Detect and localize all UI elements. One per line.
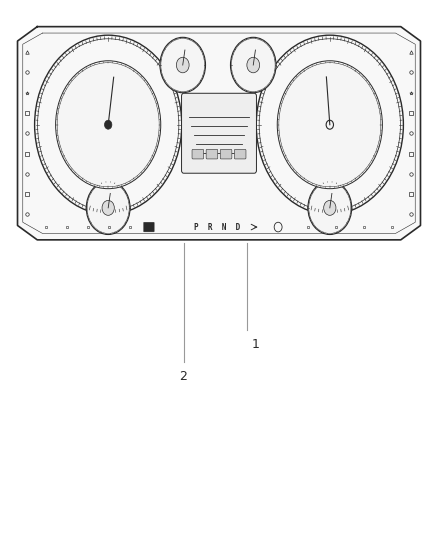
Circle shape xyxy=(277,61,382,189)
FancyBboxPatch shape xyxy=(234,149,246,159)
Circle shape xyxy=(308,181,352,235)
Circle shape xyxy=(86,181,130,235)
Circle shape xyxy=(102,200,114,215)
Circle shape xyxy=(177,57,189,73)
FancyBboxPatch shape xyxy=(144,222,154,232)
Circle shape xyxy=(324,200,336,215)
FancyBboxPatch shape xyxy=(220,149,232,159)
FancyBboxPatch shape xyxy=(181,93,257,173)
Polygon shape xyxy=(18,27,420,240)
Circle shape xyxy=(56,61,161,189)
Circle shape xyxy=(105,120,112,129)
Circle shape xyxy=(230,37,276,93)
Text: P  R  N  D: P R N D xyxy=(194,223,240,231)
FancyBboxPatch shape xyxy=(192,149,204,159)
FancyBboxPatch shape xyxy=(206,149,218,159)
Text: 2: 2 xyxy=(180,370,187,383)
Circle shape xyxy=(247,57,260,73)
Circle shape xyxy=(160,37,205,93)
Text: 1: 1 xyxy=(252,338,260,351)
